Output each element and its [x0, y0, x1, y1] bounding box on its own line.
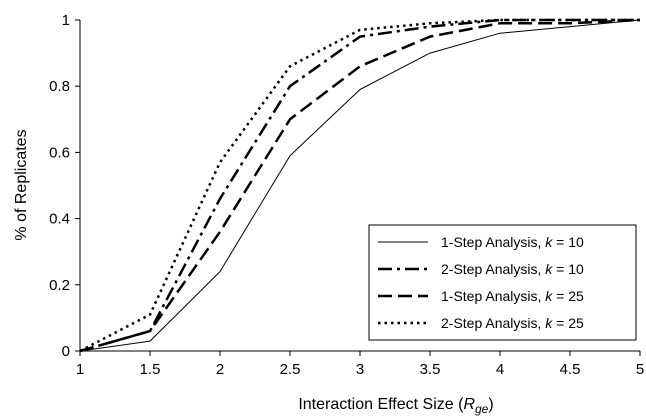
axes: [75, 19, 641, 356]
legend-entry-1: 1-Step Analysis, k = 10: [441, 234, 584, 250]
y-tick-label: 0.8: [49, 78, 70, 95]
x-axis-title-close: ): [488, 396, 493, 413]
legend-entry-value: = 25: [552, 288, 584, 304]
y-tick-label: 0: [62, 343, 70, 360]
x-axis-title-symbol: R: [463, 396, 475, 413]
x-tick-label: 3: [356, 361, 364, 378]
series-lines: [79, 18, 641, 353]
series-line-4: [79, 18, 640, 353]
x-tick-label: 1.5: [140, 361, 161, 378]
legend-entry-value: = 10: [552, 261, 584, 277]
y-tick-label: 0.4: [49, 211, 70, 228]
legend: 1-Step Analysis, k = 102-Step Analysis, …: [368, 224, 637, 341]
legend-entry-k: k: [545, 288, 553, 304]
y-tick-label: 0.2: [49, 277, 70, 294]
legend-entry-name: 1-Step Analysis,: [441, 234, 545, 250]
legend-entry-3: 1-Step Analysis, k = 25: [441, 288, 584, 304]
legend-entry-4: 2-Step Analysis, k = 25: [441, 315, 584, 331]
legend-entry-k: k: [545, 234, 553, 250]
x-tick-label: 4: [496, 361, 504, 378]
x-tick-label: 3.5: [420, 361, 441, 378]
series-line-3: [79, 18, 641, 353]
y-axis-title: % of Replicates: [13, 129, 30, 240]
legend-entry-name: 2-Step Analysis,: [441, 261, 545, 277]
x-tick-label: 1: [76, 361, 84, 378]
y-tick-label: 1: [62, 12, 70, 29]
x-axis-title: Interaction Effect Size (Rge): [298, 396, 493, 416]
legend-entry-k: k: [545, 261, 553, 277]
y-tick-label: 0.6: [49, 144, 70, 161]
x-axis-title-main: Interaction Effect Size (: [298, 396, 464, 413]
legend-entry-value: = 25: [552, 315, 584, 331]
tick-labels: 1 1.5 2 2.5 3 3.5 4 4.5 5 0 0.2 0.4 0.6 0.8 1: [49, 12, 644, 378]
x-axis-title-subscript: ge: [475, 402, 489, 416]
legend-entry-name: 1-Step Analysis,: [441, 288, 545, 304]
legend-entry-2: 2-Step Analysis, k = 10: [441, 261, 584, 277]
x-tick-label: 2: [216, 361, 224, 378]
legend-box: [368, 224, 637, 341]
x-tick-label: 4.5: [560, 361, 581, 378]
series-line-1: [79, 19, 641, 352]
legend-entry-k: k: [545, 315, 553, 331]
x-tick-label: 2.5: [280, 361, 301, 378]
legend-entry-name: 2-Step Analysis,: [441, 315, 545, 331]
legend-entry-value: = 10: [552, 234, 584, 250]
x-tick-label: 5: [636, 361, 644, 378]
